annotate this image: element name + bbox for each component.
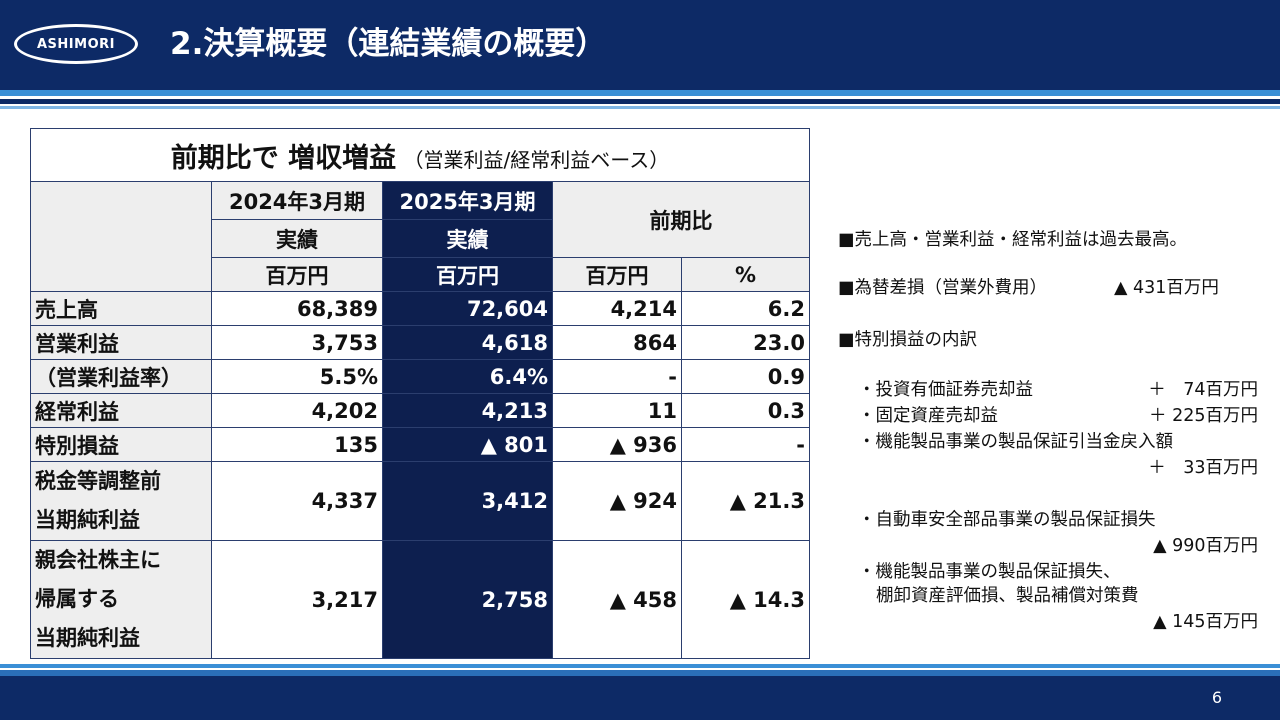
diff-value: ▲ 924 <box>552 461 682 541</box>
note-item-amount: ▲ 145百万円 <box>1153 612 1258 632</box>
note-item: ・固定資産売却益 <box>858 402 998 427</box>
curr-value: 4,213 <box>382 393 553 428</box>
prev-value: 3,753 <box>211 325 383 360</box>
row-label: （営業利益率） <box>30 359 212 394</box>
note-item: ・自動車安全部品事業の製品保証損失 <box>858 510 1156 530</box>
note-item-label: ・固定資産売却益 <box>858 406 998 426</box>
diff-value: 4,214 <box>552 291 682 326</box>
col-prev-year: 2024年3月期 <box>211 181 383 220</box>
row-label-line: 当期純利益 <box>35 508 140 532</box>
header-empty-cell <box>30 181 212 292</box>
curr-value: 3,412 <box>382 461 553 541</box>
note-item: ・機能製品事業の製品保証損失、 <box>858 562 1121 582</box>
table-row: 特別損益 135 ▲ 801 ▲ 936 - <box>30 427 810 462</box>
curr-value: 72,604 <box>382 291 553 326</box>
note-extraordinary-heading: ■特別損益の内訳 <box>838 330 978 350</box>
curr-value: ▲ 801 <box>382 427 553 462</box>
row-label-line: 親会社株主に <box>35 548 161 572</box>
table-row: 売上高 68,389 72,604 4,214 6.2 <box>30 291 810 326</box>
diff-value: - <box>552 359 682 394</box>
diff-value: ▲ 458 <box>552 540 682 659</box>
col-diff: 前期比 <box>552 181 810 258</box>
prev-value: 5.5% <box>211 359 383 394</box>
table-heading: 前期比で 増収増益 （営業利益/経常利益ベース） <box>30 128 810 182</box>
note-item: ・投資有価証券売却益 <box>858 376 1033 401</box>
unit-pct: % <box>681 257 810 292</box>
header-bar: ASHIMORI 2.決算概要（連結業績の概要） <box>0 0 1280 90</box>
note-item-amount: ＋ 74百万円 <box>1148 380 1258 400</box>
unit-prev: 百万円 <box>211 257 383 292</box>
table-heading-main: 前期比で 増収増益 <box>170 142 397 174</box>
page-title: 2.決算概要（連結業績の概要） <box>170 26 607 62</box>
note-record-high: ■売上高・営業利益・経常利益は過去最高。 <box>838 230 1188 250</box>
row-label: 経常利益 <box>30 393 212 428</box>
row-label: 税金等調整前 当期純利益 <box>30 461 212 541</box>
notes-panel: ■売上高・営業利益・経常利益は過去最高。 ■為替差損（営業外費用） ▲ 431百… <box>838 0 1258 720</box>
note-item-amount: ＋ 225百万円 <box>1149 406 1258 426</box>
note-item-label: ・投資有価証券売却益 <box>858 380 1033 400</box>
col-curr-year: 2025年3月期 <box>382 181 553 220</box>
row-label: 親会社株主に 帰属する 当期純利益 <box>30 540 212 659</box>
footer-bar: 6 <box>0 676 1280 720</box>
table-row: （営業利益率） 5.5% 6.4% - 0.9 <box>30 359 810 394</box>
diff-value: 11 <box>552 393 682 428</box>
unit-curr: 百万円 <box>382 257 553 292</box>
row-label: 営業利益 <box>30 325 212 360</box>
prev-value: 135 <box>211 427 383 462</box>
pct-value: 0.9 <box>681 359 810 394</box>
table-row: 親会社株主に 帰属する 当期純利益 3,217 2,758 ▲ 458 ▲ 14… <box>30 540 810 659</box>
footer-stripes <box>0 664 1280 676</box>
note-item-amount: ＋ 33百万円 <box>1148 458 1258 478</box>
row-label: 特別損益 <box>30 427 212 462</box>
note-item-amount: ▲ 990百万円 <box>1153 536 1258 556</box>
pct-value: 23.0 <box>681 325 810 360</box>
pct-value: ▲ 21.3 <box>681 461 810 541</box>
row-label-line: 当期純利益 <box>35 626 140 650</box>
prev-value: 4,337 <box>211 461 383 541</box>
col-prev-actual: 実績 <box>211 219 383 258</box>
table-row: 営業利益 3,753 4,618 864 23.0 <box>30 325 810 360</box>
note-fx-loss: ■為替差損（営業外費用） ▲ 431百万円 <box>838 274 1219 299</box>
table-heading-sub: （営業利益/経常利益ベース） <box>403 147 670 172</box>
table-row: 経常利益 4,202 4,213 11 0.3 <box>30 393 810 428</box>
logo-text: ASHIMORI <box>37 36 115 52</box>
row-label: 売上高 <box>30 291 212 326</box>
page-number: 6 <box>1211 688 1222 707</box>
pct-value: - <box>681 427 810 462</box>
unit-diff: 百万円 <box>552 257 682 292</box>
diff-value: 864 <box>552 325 682 360</box>
note-fx-loss-amount: ▲ 431百万円 <box>1114 278 1219 298</box>
pct-value: 0.3 <box>681 393 810 428</box>
curr-value: 6.4% <box>382 359 553 394</box>
table-row: 税金等調整前 当期純利益 4,337 3,412 ▲ 924 ▲ 21.3 <box>30 461 810 541</box>
prev-value: 4,202 <box>211 393 383 428</box>
curr-value: 2,758 <box>382 540 553 659</box>
prev-value: 68,389 <box>211 291 383 326</box>
note-item-cont: 棚卸資産評価損、製品補償対策費 <box>876 586 1139 606</box>
row-label-line: 税金等調整前 <box>35 469 161 493</box>
col-curr-actual: 実績 <box>382 219 553 258</box>
pct-value: ▲ 14.3 <box>681 540 810 659</box>
diff-value: ▲ 936 <box>552 427 682 462</box>
row-label-line: 帰属する <box>35 587 119 611</box>
curr-value: 4,618 <box>382 325 553 360</box>
header-stripes <box>0 90 1280 110</box>
pct-value: 6.2 <box>681 291 810 326</box>
company-logo: ASHIMORI <box>14 24 138 64</box>
note-fx-loss-label: ■為替差損（営業外費用） <box>838 278 1048 298</box>
prev-value: 3,217 <box>211 540 383 659</box>
results-table: 前期比で 増収増益 （営業利益/経常利益ベース） 2024年3月期 2025年3… <box>30 128 810 659</box>
note-item: ・機能製品事業の製品保証引当金戻入額 <box>858 432 1173 452</box>
